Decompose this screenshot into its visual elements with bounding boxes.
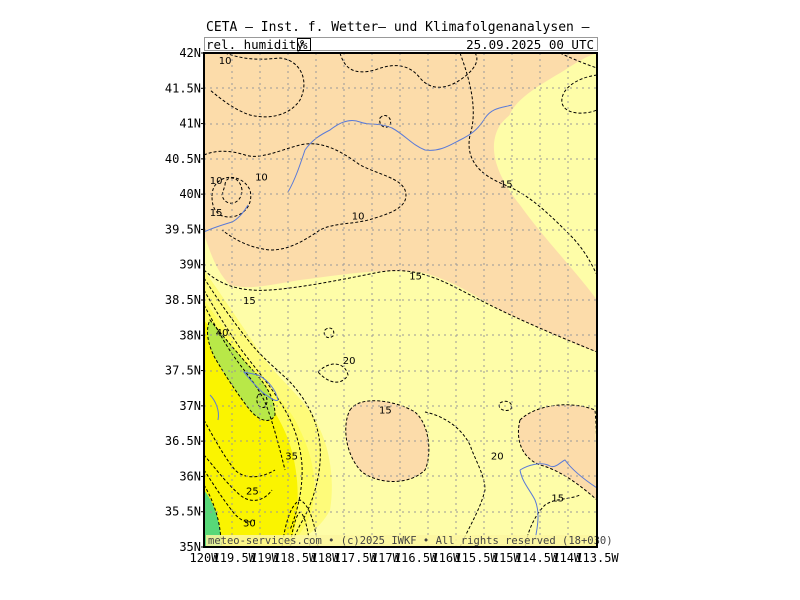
contour-label: 15 (210, 208, 223, 219)
lon-tick-label: 117W (371, 551, 401, 565)
contour-lines (204, 53, 597, 547)
map-title: CETA — Inst. f. Wetter— und Klimafolgena… (206, 20, 590, 35)
graticule (204, 53, 597, 547)
contour-label: 10 (255, 173, 268, 184)
lon-tick-label: 120W (190, 551, 220, 565)
contour-label: 15 (379, 405, 392, 416)
field-dry-se1 (345, 400, 429, 482)
unit-label: % (297, 38, 311, 51)
copyright-text: meteo-services.com • (c)2025 IWKF • All … (208, 535, 613, 547)
longitude-axis: 120W119.5W119W118.5W118W117.5W117W116.5W… (190, 551, 620, 565)
lon-tick-label: 116W (431, 551, 461, 565)
lat-tick-label: 38.5N (165, 293, 201, 307)
contour-label: 15 (243, 296, 256, 307)
water-features (204, 104, 597, 541)
lon-tick-label: 115W (492, 551, 522, 565)
lon-tick-label: 114W (552, 551, 582, 565)
lat-tick-label: 36.5N (165, 434, 201, 448)
lat-tick-label: 36N (179, 469, 201, 483)
lat-tick-label: 40N (179, 187, 201, 201)
parameter-label: rel. humidity (206, 37, 304, 52)
lat-tick-label: 35N (179, 540, 201, 554)
field-45plus (204, 490, 222, 547)
lon-tick-label: 114.5W (515, 551, 559, 565)
contour-label: 20 (343, 356, 356, 367)
contour-label: 40 (216, 328, 229, 339)
contour-label: 35 (285, 451, 298, 462)
lat-tick-label: 41.5N (165, 81, 201, 95)
contour-label: 15 (551, 494, 564, 505)
lat-tick-label: 37N (179, 399, 201, 413)
lat-tick-label: 38N (179, 328, 201, 342)
lat-tick-label: 40.5N (165, 152, 201, 166)
lat-tick-label: 42N (179, 46, 201, 60)
lon-tick-label: 119W (250, 551, 280, 565)
contour-label: 15 (409, 271, 422, 282)
contour-label: 20 (491, 451, 504, 462)
contour-label: 25 (246, 487, 259, 498)
contour-label: 10 (219, 56, 232, 67)
contour-labels: 10 10 10 10 15 15 15 15 40 20 15 35 20 25 30 15 (210, 56, 564, 529)
field-east-moist (507, 53, 597, 225)
datetime-label: 25.09.2025 00 UTC (466, 37, 594, 52)
lon-tick-label: 115.5W (454, 551, 498, 565)
lat-tick-label: 41N (179, 117, 201, 131)
field-40plus (207, 320, 275, 421)
lon-tick-label: 118.5W (273, 551, 317, 565)
contour-label: 15 (500, 180, 513, 191)
contour-label: 30 (243, 518, 256, 529)
contour-label: 10 (210, 176, 223, 187)
latitude-axis: 42N 41.5N 41N 40.5N 40N 39.5N 39N 38.5N 38N 37.5N… (165, 46, 204, 554)
footer-bg (206, 535, 596, 546)
lat-tick-label: 37.5N (165, 364, 201, 378)
lon-tick-label: 113.5W (575, 551, 619, 565)
parameter-bar: rel. humidity % 25.09.2025 00 UTC (204, 37, 598, 52)
lat-tick-label: 39N (179, 258, 201, 272)
lat-tick-label: 35.5N (165, 505, 201, 519)
field-layer (204, 53, 597, 547)
lat-tick-label: 39.5N (165, 222, 201, 236)
lon-tick-label: 119.5W (213, 551, 257, 565)
lon-tick-label: 116.5W (394, 551, 438, 565)
contour-label: 10 (352, 211, 365, 222)
field-dry-north (204, 53, 597, 352)
lon-tick-label: 117.5W (333, 551, 377, 565)
lon-tick-label: 118W (310, 551, 340, 565)
